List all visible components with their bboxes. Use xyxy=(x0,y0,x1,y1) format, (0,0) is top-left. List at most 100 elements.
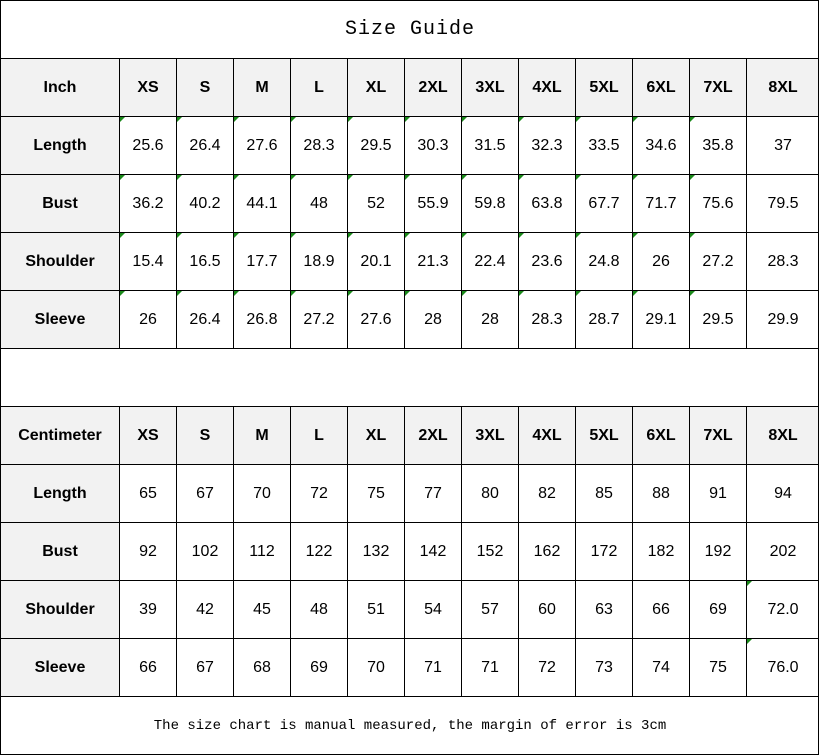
size-header: 3XL xyxy=(461,406,519,465)
value-cell: 75 xyxy=(689,638,747,697)
value-cell: 72.0 xyxy=(745,580,819,639)
size-header: 7XL xyxy=(689,58,747,117)
value-cell: 57 xyxy=(461,580,519,639)
table-row: Shoulder 15.4 16.5 17.7 18.9 20.1 21.3 22.4 23.6… xyxy=(0,232,819,291)
value-cell: 67 xyxy=(176,464,234,523)
value-cell: 28.3 xyxy=(745,232,819,291)
value-cell: 45 xyxy=(233,580,291,639)
value-cell: 37 xyxy=(745,116,819,175)
value-cell: 85 xyxy=(575,464,633,523)
value-cell: 79.5 xyxy=(745,174,819,233)
size-header: S xyxy=(176,58,234,117)
value-cell: 48 xyxy=(290,580,348,639)
value-cell: 94 xyxy=(745,464,819,523)
size-header: XS xyxy=(119,58,177,117)
value-cell: 26 xyxy=(119,290,177,349)
size-header: 4XL xyxy=(518,58,576,117)
table-row: Shoulder 39 42 45 48 51 54 57 60 63 66 69 72.0 xyxy=(0,580,819,639)
value-cell: 27.6 xyxy=(233,116,291,175)
value-cell: 75.6 xyxy=(689,174,747,233)
value-cell: 15.4 xyxy=(119,232,177,291)
footnote: The size chart is manual measured, the m… xyxy=(0,696,819,755)
value-cell: 29.5 xyxy=(689,290,747,349)
value-cell: 28 xyxy=(461,290,519,349)
value-cell: 172 xyxy=(575,522,633,581)
value-cell: 20.1 xyxy=(347,232,405,291)
table-row: Length 25.6 26.4 27.6 28.3 29.5 30.3 31.5 32.3 33… xyxy=(0,116,819,175)
value-cell: 102 xyxy=(176,522,234,581)
row-label: Bust xyxy=(0,522,120,581)
value-cell: 76.0 xyxy=(745,638,819,697)
value-cell: 59.8 xyxy=(461,174,519,233)
value-cell: 88 xyxy=(632,464,690,523)
table-row: Bust 92 102 112 122 132 142 152 162 172 182 192 202 xyxy=(0,522,819,581)
value-cell: 32.3 xyxy=(518,116,576,175)
value-cell: 33.5 xyxy=(575,116,633,175)
value-cell: 21.3 xyxy=(404,232,462,291)
size-header: M xyxy=(233,406,291,465)
size-header: 5XL xyxy=(575,406,633,465)
value-cell: 28.7 xyxy=(575,290,633,349)
value-cell: 52 xyxy=(347,174,405,233)
size-header: 3XL xyxy=(461,58,519,117)
value-cell: 26 xyxy=(632,232,690,291)
value-cell: 72 xyxy=(290,464,348,523)
value-cell: 55.9 xyxy=(404,174,462,233)
value-cell: 40.2 xyxy=(176,174,234,233)
value-cell: 17.7 xyxy=(233,232,291,291)
value-cell: 27.6 xyxy=(347,290,405,349)
value-cell: 26.4 xyxy=(176,290,234,349)
page-title: Size Guide xyxy=(0,0,819,59)
value-cell: 27.2 xyxy=(290,290,348,349)
unit-header: Centimeter xyxy=(0,406,120,465)
value-cell: 23.6 xyxy=(518,232,576,291)
size-header: L xyxy=(290,58,348,117)
size-header: 7XL xyxy=(689,406,747,465)
value-cell: 152 xyxy=(461,522,519,581)
size-header: 8XL xyxy=(745,58,819,117)
value-cell: 29.9 xyxy=(745,290,819,349)
size-header: 2XL xyxy=(404,58,462,117)
value-cell: 48 xyxy=(290,174,348,233)
size-header: 8XL xyxy=(745,406,819,465)
size-header: XL xyxy=(347,406,405,465)
value-cell: 29.5 xyxy=(347,116,405,175)
value-cell: 24.8 xyxy=(575,232,633,291)
value-cell: 25.6 xyxy=(119,116,177,175)
value-cell: 66 xyxy=(119,638,177,697)
value-cell: 28.3 xyxy=(518,290,576,349)
size-header: 5XL xyxy=(575,58,633,117)
value-cell: 71 xyxy=(461,638,519,697)
size-header: XS xyxy=(119,406,177,465)
size-header: S xyxy=(176,406,234,465)
value-cell: 51 xyxy=(347,580,405,639)
value-cell: 92 xyxy=(119,522,177,581)
value-cell: 82 xyxy=(518,464,576,523)
value-cell: 80 xyxy=(461,464,519,523)
value-cell: 39 xyxy=(119,580,177,639)
value-cell: 71.7 xyxy=(632,174,690,233)
value-cell: 122 xyxy=(290,522,348,581)
value-cell: 132 xyxy=(347,522,405,581)
size-header: 6XL xyxy=(632,406,690,465)
value-cell: 69 xyxy=(290,638,348,697)
value-cell: 72 xyxy=(518,638,576,697)
size-header: M xyxy=(233,58,291,117)
value-cell: 63 xyxy=(575,580,633,639)
value-cell: 112 xyxy=(233,522,291,581)
value-cell: 192 xyxy=(689,522,747,581)
value-cell: 69 xyxy=(689,580,747,639)
value-cell: 182 xyxy=(632,522,690,581)
value-cell: 66 xyxy=(632,580,690,639)
value-cell: 73 xyxy=(575,638,633,697)
value-cell: 36.2 xyxy=(119,174,177,233)
value-cell: 70 xyxy=(347,638,405,697)
header-row: Inch XS S M L XL 2XL 3XL 4XL 5XL 6XL 7XL 8XL xyxy=(0,58,819,117)
row-label: Sleeve xyxy=(0,638,120,697)
value-cell: 31.5 xyxy=(461,116,519,175)
value-cell: 34.6 xyxy=(632,116,690,175)
size-header: 2XL xyxy=(404,406,462,465)
value-cell: 70 xyxy=(233,464,291,523)
